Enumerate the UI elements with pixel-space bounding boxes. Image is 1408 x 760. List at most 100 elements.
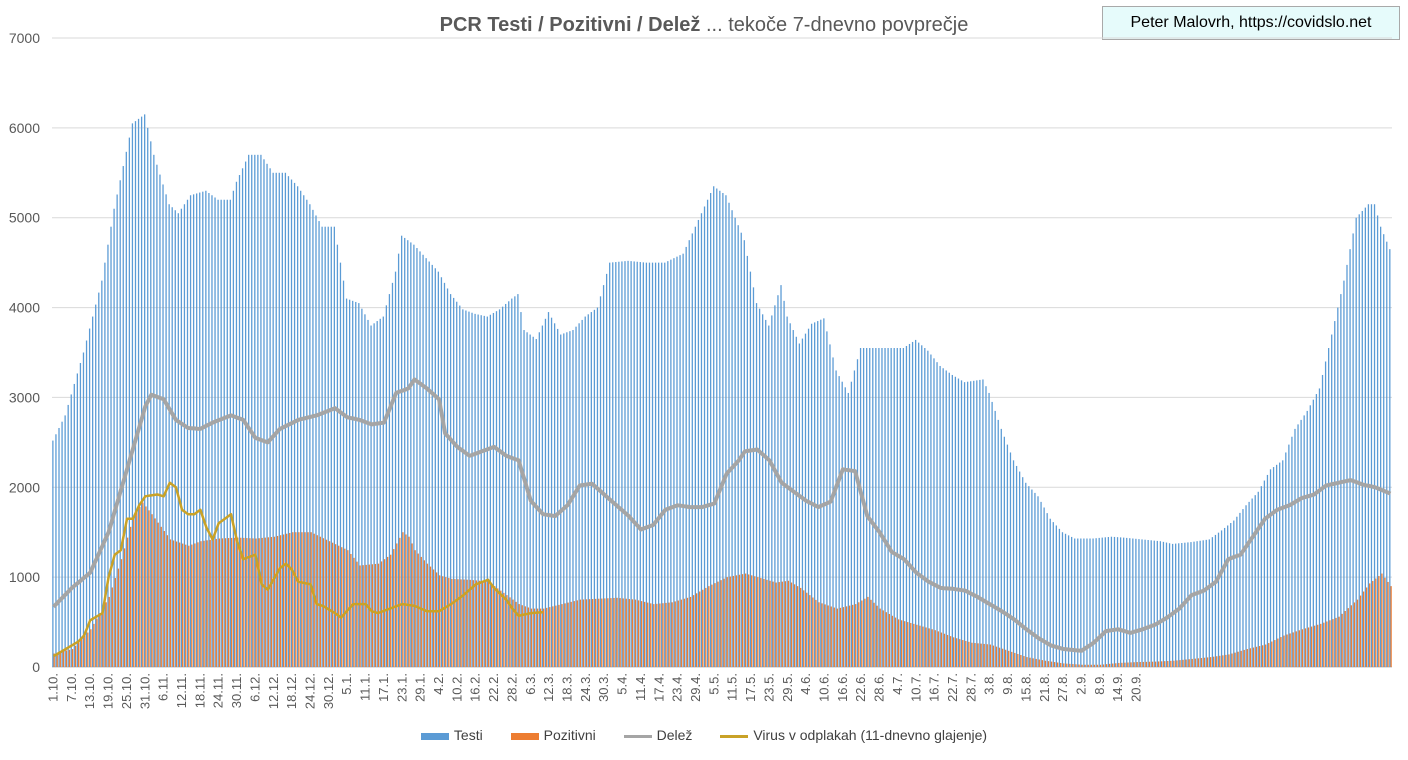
bar-pozitivni [96,618,98,667]
bar-pozitivni [796,586,799,667]
bar-testi [1009,452,1012,667]
bar-testi [789,323,791,667]
bar-testi [330,226,332,667]
bar-testi [1285,452,1287,667]
bar-pozitivni [1142,661,1144,667]
bar-pozitivni [1216,656,1218,667]
bar-testi [1089,538,1091,667]
bar-testi [526,332,528,667]
bar-testi [612,262,614,667]
bar-testi [82,352,85,667]
bar-pozitivni [1023,656,1025,667]
x-tick-label: 20.9. [1129,673,1144,702]
x-tick-label: 18.11. [192,673,207,708]
bar-pozitivni [1066,663,1068,667]
bar-pozitivni [634,599,637,667]
bar-testi [397,253,400,667]
bar-pozitivni [533,608,536,667]
bar-testi [1263,480,1266,667]
bar-pozitivni [793,584,796,667]
bar-pozitivni [855,604,857,667]
x-tick-label: 15.8. [1018,673,1033,702]
bar-testi [902,348,905,667]
bar-pozitivni [763,578,765,667]
bar-testi [893,348,895,667]
bar-pozitivni [408,536,410,667]
bar-pozitivni [1222,655,1224,667]
bar-testi [1022,477,1024,667]
bar-pozitivni [203,540,205,667]
bar-pozitivni [769,580,771,667]
bar-testi [1260,486,1262,667]
bar-pozitivni [1252,647,1255,667]
legend-swatch-pozitivni [510,733,539,741]
bar-pozitivni [439,575,441,667]
bar-testi [890,348,892,667]
x-tick-label: 24.12. [303,673,318,709]
bar-pozitivni [729,576,731,667]
bar-testi [905,345,908,667]
bar-testi [480,315,482,667]
bar-pozitivni [387,556,389,667]
bar-pozitivni [469,579,471,667]
bar-pozitivni [858,602,860,667]
bar-pozitivni [1286,634,1288,667]
bar-testi [841,381,843,667]
bar-testi [333,226,335,667]
bar-pozitivni [383,559,386,667]
bar-pozitivni [240,537,242,667]
legend-item-delez: Delež [623,727,692,743]
bar-testi [422,254,424,668]
bar-testi [205,190,207,667]
bar-testi [382,316,384,667]
bar-pozitivni [1029,657,1031,667]
bar-testi [1178,543,1180,667]
bar-pozitivni [503,592,505,667]
bar-pozitivni [194,543,196,667]
bar-testi [266,163,268,668]
bar-testi [648,262,651,667]
bar-testi [1358,214,1360,667]
bar-testi [725,195,727,667]
bar-pozitivni [1378,576,1380,667]
bar-testi [1086,538,1088,667]
bar-pozitivni [133,516,135,667]
bar-pozitivni [185,544,187,667]
bar-pozitivni [148,510,150,667]
bar-testi [505,303,507,667]
bar-pozitivni [200,541,202,667]
bar-testi [566,332,568,667]
bar-testi [691,233,693,668]
bar-testi [321,226,323,667]
bar-pozitivni [399,537,401,667]
bar-testi [553,323,556,667]
bar-testi [144,114,146,668]
bar-pozitivni [298,532,300,667]
y-tick-label: 1000 [9,569,40,585]
bar-testi [584,316,586,667]
bar-testi [1312,399,1314,667]
bar-pozitivni [616,597,618,667]
bar-testi [924,348,926,667]
bar-testi [281,172,283,668]
bar-testi [287,176,290,668]
bar-pozitivni [904,621,906,667]
bar-testi [64,415,66,667]
bar-pozitivni [1032,658,1034,667]
bar-testi [1006,444,1009,667]
bar-testi [119,180,121,667]
bar-testi [605,273,608,667]
bar-pozitivni [1001,648,1004,667]
bar-testi [878,348,880,667]
bar-testi [1266,474,1269,667]
bar-testi [453,297,455,667]
bar-testi [495,311,498,667]
bar-testi [1031,489,1033,667]
bar-testi [171,207,173,667]
bar-testi [327,226,329,667]
bar-testi [324,226,326,667]
x-tick-label: 21.8. [1037,673,1052,702]
bar-testi [578,323,580,667]
credit-box: Peter Malovrh, https://covidslo.net [1102,6,1400,40]
bar-pozitivni [120,559,123,667]
